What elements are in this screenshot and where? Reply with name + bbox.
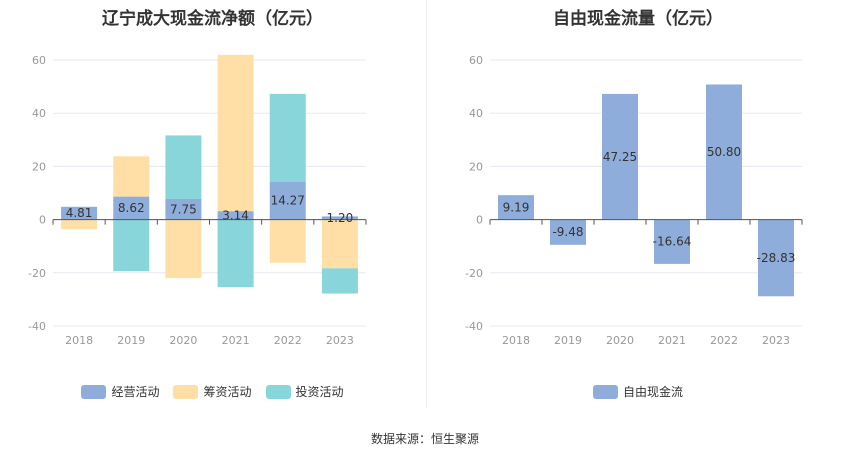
legend-swatch [592,384,618,399]
bar [269,219,306,263]
cashflow-chart-panel: 辽宁成大现金流净额（亿元） 60 40 20 0 -20 -40 2018 2019 2020 2… [0,0,425,420]
data-label: 3.14 [222,208,249,222]
bar [321,268,358,294]
bar [321,219,358,269]
bar [61,219,98,230]
data-label: 9.19 [503,200,530,214]
bar [217,211,254,220]
bar [61,206,98,220]
legend-item[interactable]: 自由现金流 [592,383,683,400]
data-label: -16.64 [653,235,692,249]
legend-label: 经营活动 [111,385,160,399]
legend-label: 筹资活动 [203,385,252,399]
legend-item[interactable]: 经营活动 [81,383,159,400]
legend-item[interactable]: 投资活动 [265,383,344,400]
x-tick-label: 2023 [762,334,790,347]
data-label: -9.48 [552,225,583,239]
legend-label: 投资活动 [295,385,344,399]
bar [165,198,202,220]
chart-legend: 经营活动 筹资活动 投资活动 [0,383,425,400]
bar [217,219,254,288]
bar [217,54,254,212]
data-label: 7.75 [170,202,197,216]
chart-title: 自由现金流量（亿元） [553,9,723,29]
data-source: 数据来源：恒生聚源 [370,432,479,446]
legend-swatch [265,384,291,399]
y-tick-label: 0 [39,214,46,227]
x-tick-label: 2018 [502,334,530,347]
bar [165,135,202,199]
y-tick-label: 20 [32,160,46,173]
x-tick-label: 2023 [326,334,354,347]
x-tick-label: 2018 [65,334,93,347]
data-label: 47.25 [603,150,637,164]
bar [269,93,306,182]
data-label: 14.27 [271,194,305,208]
data-label: 8.62 [118,201,145,215]
y-tick-label: 60 [469,54,483,67]
data-label: 1.20 [327,211,354,225]
x-tick-label: 2019 [117,334,145,347]
chart-legend: 自由现金流 [426,383,850,400]
x-tick-label: 2021 [658,334,686,347]
bar [550,219,586,245]
free-cashflow-chart: 60 40 20 0 -20 -40 2018 2019 2020 2021 2022 2023 9.1… [465,54,803,347]
bar [706,84,742,220]
y-tick-label: 40 [469,107,483,120]
bar [758,219,794,297]
bar [113,156,150,197]
bar [498,195,534,220]
x-tick-label: 2022 [274,334,302,347]
data-label: 4.81 [66,206,93,220]
legend-item[interactable]: 筹资活动 [173,383,252,400]
bar [654,219,690,264]
bar [321,216,358,220]
y-tick-label: 40 [32,107,46,120]
x-tick-label: 2020 [606,334,634,347]
chart-title: 辽宁成大现金流净额（亿元） [102,9,323,29]
bar [602,93,638,220]
bar [113,219,150,272]
x-tick-label: 2019 [554,334,582,347]
data-label: -28.83 [757,251,796,265]
data-label: 50.80 [707,145,741,159]
x-tick-label: 2022 [710,334,738,347]
x-tick-label: 2020 [169,334,197,347]
panel-divider [426,0,427,408]
y-tick-label: -40 [28,320,46,333]
y-tick-label: -20 [465,267,483,280]
y-tick-label: 20 [469,160,483,173]
y-tick-label: 0 [476,214,483,227]
bar [165,219,202,279]
cashflow-chart: 60 40 20 0 -20 -40 2018 2019 2020 2021 2022 2023 4.8… [28,54,367,347]
legend-swatch [81,384,107,399]
y-tick-label: -40 [465,320,483,333]
x-tick-label: 2021 [222,334,250,347]
legend-swatch [173,384,199,399]
y-tick-label: -20 [28,267,46,280]
y-tick-label: 60 [32,54,46,67]
legend-label: 自由现金流 [622,385,683,399]
bar [113,196,150,220]
free-cashflow-chart-panel: 自由现金流量（亿元） 60 40 20 0 -20 -40 2018 2019 2020 2021… [426,0,850,420]
bar [269,181,306,220]
